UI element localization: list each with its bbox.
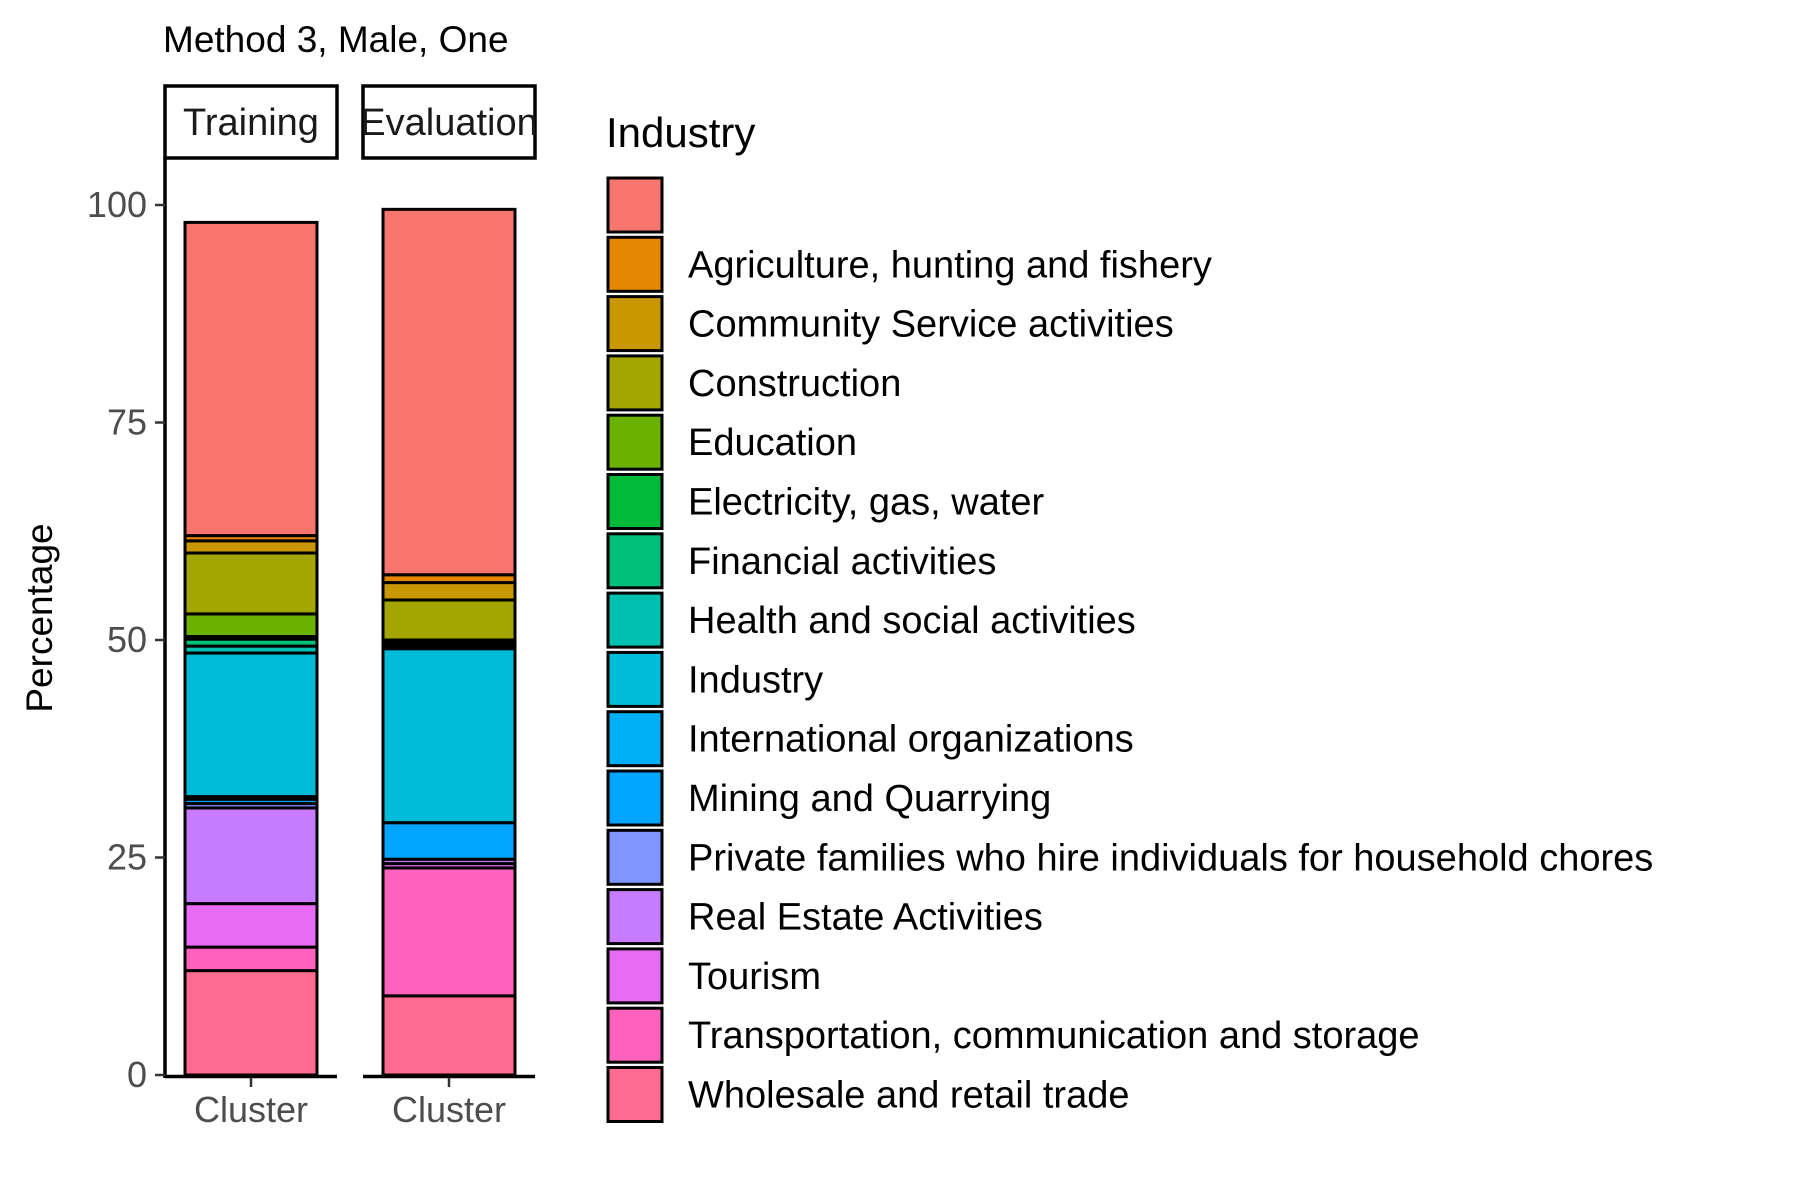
legend-label: Health and social activities [688, 600, 1136, 642]
legend-swatch [606, 650, 664, 708]
bar-segment [183, 551, 319, 616]
legend-item: Industry [606, 650, 823, 708]
legend-label: Transportation, communication and storag… [688, 1015, 1420, 1057]
y-axis-title: Percentage [19, 523, 60, 712]
bar-segment [381, 581, 517, 602]
legend-item: Private families who hire individuals fo… [606, 828, 1653, 886]
bar-segment [381, 207, 517, 577]
chart-title: Method 3, Male, One [163, 19, 509, 60]
x-tick-label: Cluster [392, 1089, 506, 1130]
bar-segment [381, 598, 517, 642]
legend-swatch [606, 473, 664, 530]
legend-swatch [606, 176, 664, 234]
strip-box [361, 84, 537, 160]
y-tick-label: 100 [87, 184, 147, 225]
legend-swatch [606, 1066, 664, 1123]
legend-label: Construction [688, 363, 901, 405]
legend-item: Electricity, gas, water [606, 473, 1045, 530]
bar-segment [183, 806, 319, 906]
legend-item: International organizations [606, 710, 1134, 768]
y-tick-label: 25 [107, 837, 147, 878]
facet-panels: Training Cluster Evaluation Cluster [163, 84, 537, 1130]
legend-item: Transportation, communication and storag… [606, 1006, 1420, 1064]
legend-label: Tourism [688, 956, 821, 998]
legend-swatch [606, 710, 664, 768]
legend-swatch [606, 295, 664, 353]
legend-label: Industry [688, 659, 823, 701]
strip-label: Training [183, 102, 319, 144]
panel-training: Training Cluster [163, 84, 339, 1130]
legend-item: Construction [606, 354, 901, 412]
bar-segment [183, 902, 319, 949]
y-tick-label: 50 [107, 619, 147, 660]
legend-swatch [606, 591, 664, 649]
bar-segment [381, 647, 517, 825]
legend-swatch [606, 235, 664, 293]
legend-label: Education [688, 422, 857, 464]
bar-segment [183, 612, 319, 639]
legend-swatch [606, 947, 664, 1005]
bar-segment [183, 945, 319, 973]
legend-swatch [606, 769, 664, 827]
bar-segment [381, 866, 517, 998]
legend-label: Financial activities [688, 541, 996, 583]
bar-segment [183, 969, 319, 1077]
legend-label: Community Service activities [688, 304, 1174, 346]
legend-label: Wholesale and retail trade [688, 1075, 1129, 1117]
legend-item: Real Estate Activities [606, 888, 1043, 946]
bar-segment [183, 651, 319, 799]
bar-segment [183, 539, 319, 555]
legend-item: Wholesale and retail trade [606, 1066, 1129, 1123]
strip-label: Evaluation [360, 102, 537, 144]
x-tick-label: Cluster [194, 1089, 308, 1130]
strip-box [163, 84, 339, 160]
legend-item: Tourism [606, 947, 821, 1005]
bar-segment [381, 994, 517, 1077]
legend-label: Real Estate Activities [688, 897, 1043, 939]
legend-label: Agriculture, hunting and fishery [688, 244, 1212, 286]
legend-swatch [606, 532, 664, 590]
legend-item: Education [606, 413, 857, 471]
legend-swatch [606, 1006, 664, 1064]
legend-item: Mining and Quarrying [606, 769, 1051, 827]
y-axis: 0 25 50 75 100 [87, 184, 165, 1095]
legend-swatch [606, 354, 664, 412]
legend-label: Electricity, gas, water [688, 482, 1045, 524]
bar-segment [183, 220, 319, 538]
legend-label: Private families who hire individuals fo… [688, 837, 1653, 879]
legend-swatch [606, 888, 664, 946]
legend-item: Financial activities [606, 532, 996, 590]
legend-swatch [606, 828, 664, 886]
y-tick-label: 0 [127, 1054, 147, 1095]
bar-segment [381, 821, 517, 861]
legend-label: Mining and Quarrying [688, 778, 1051, 820]
y-tick-label: 75 [107, 402, 147, 443]
legend-item: Health and social activities [606, 591, 1136, 649]
panel-evaluation: Evaluation Cluster [360, 84, 537, 1130]
legend-label: International organizations [688, 719, 1134, 761]
legend: Industry Agriculture, hunting and fisher… [606, 109, 1653, 1123]
legend-item: Agriculture, hunting and fishery [606, 235, 1212, 293]
legend-item: Community Service activities [606, 295, 1174, 353]
legend-swatch [606, 413, 664, 471]
legend-title: Industry [606, 109, 755, 156]
legend-item [606, 176, 664, 234]
